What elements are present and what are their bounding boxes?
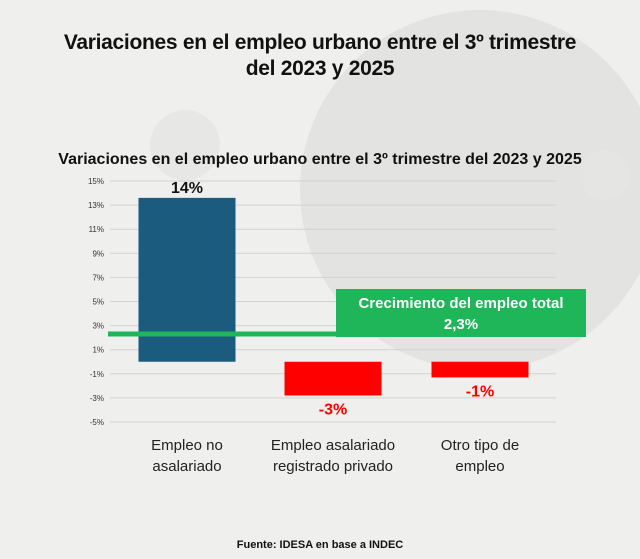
page-title: Variaciones en el empleo urbano entre el… [0,30,640,82]
bar-value-label: -1% [466,383,494,400]
category-label: Empleo no [151,437,223,454]
y-tick-label: 5% [92,298,104,307]
chart: Variaciones en el empleo urbano entre el… [58,151,586,475]
page-title-line-2: del 2023 y 2025 [245,57,395,80]
background-blob [580,150,630,200]
bar [138,197,236,362]
page-title-line-1: Variaciones en el empleo urbano entre el… [63,31,577,54]
category-label: Otro tipo de [441,437,519,454]
y-tick-label: -5% [90,418,104,427]
background-blob [150,110,220,180]
y-axis: 15% 13% 11% 9% 7% 5% 3% 1% -1% -3% -5% [88,177,104,427]
category-label: empleo [455,458,504,475]
data-labels: 14% -3% -1% [171,180,494,419]
category-label: registrado privado [273,458,393,475]
reference-value: 2,3% [444,316,478,333]
category-label: Empleo asalariado [271,437,395,454]
y-tick-label: 1% [92,346,104,355]
chart-title: Variaciones en el empleo urbano entre el… [58,151,582,168]
reference-label-box [336,289,586,337]
bar-value-label: 14% [171,180,203,197]
y-tick-label: 7% [92,273,104,282]
bar [431,361,529,378]
y-tick-label: -1% [90,370,104,379]
source-note: Fuente: IDESA en base a INDEC [236,539,404,551]
x-axis: Empleo no asalariado Empleo asalariado regi… [151,437,519,475]
y-tick-label: -3% [90,394,104,403]
y-tick-label: 9% [92,249,104,258]
bar-value-label: -3% [319,401,347,418]
total-growth-reference: Crecimiento del empleo total 2,3% [108,289,586,337]
y-tick-label: 13% [88,201,104,210]
y-tick-label: 15% [88,177,104,186]
reference-label: Crecimiento del empleo total [358,295,563,312]
category-label: asalariado [152,458,221,475]
y-tick-label: 3% [92,322,104,331]
y-tick-label: 11% [89,225,104,234]
bar [284,361,382,396]
